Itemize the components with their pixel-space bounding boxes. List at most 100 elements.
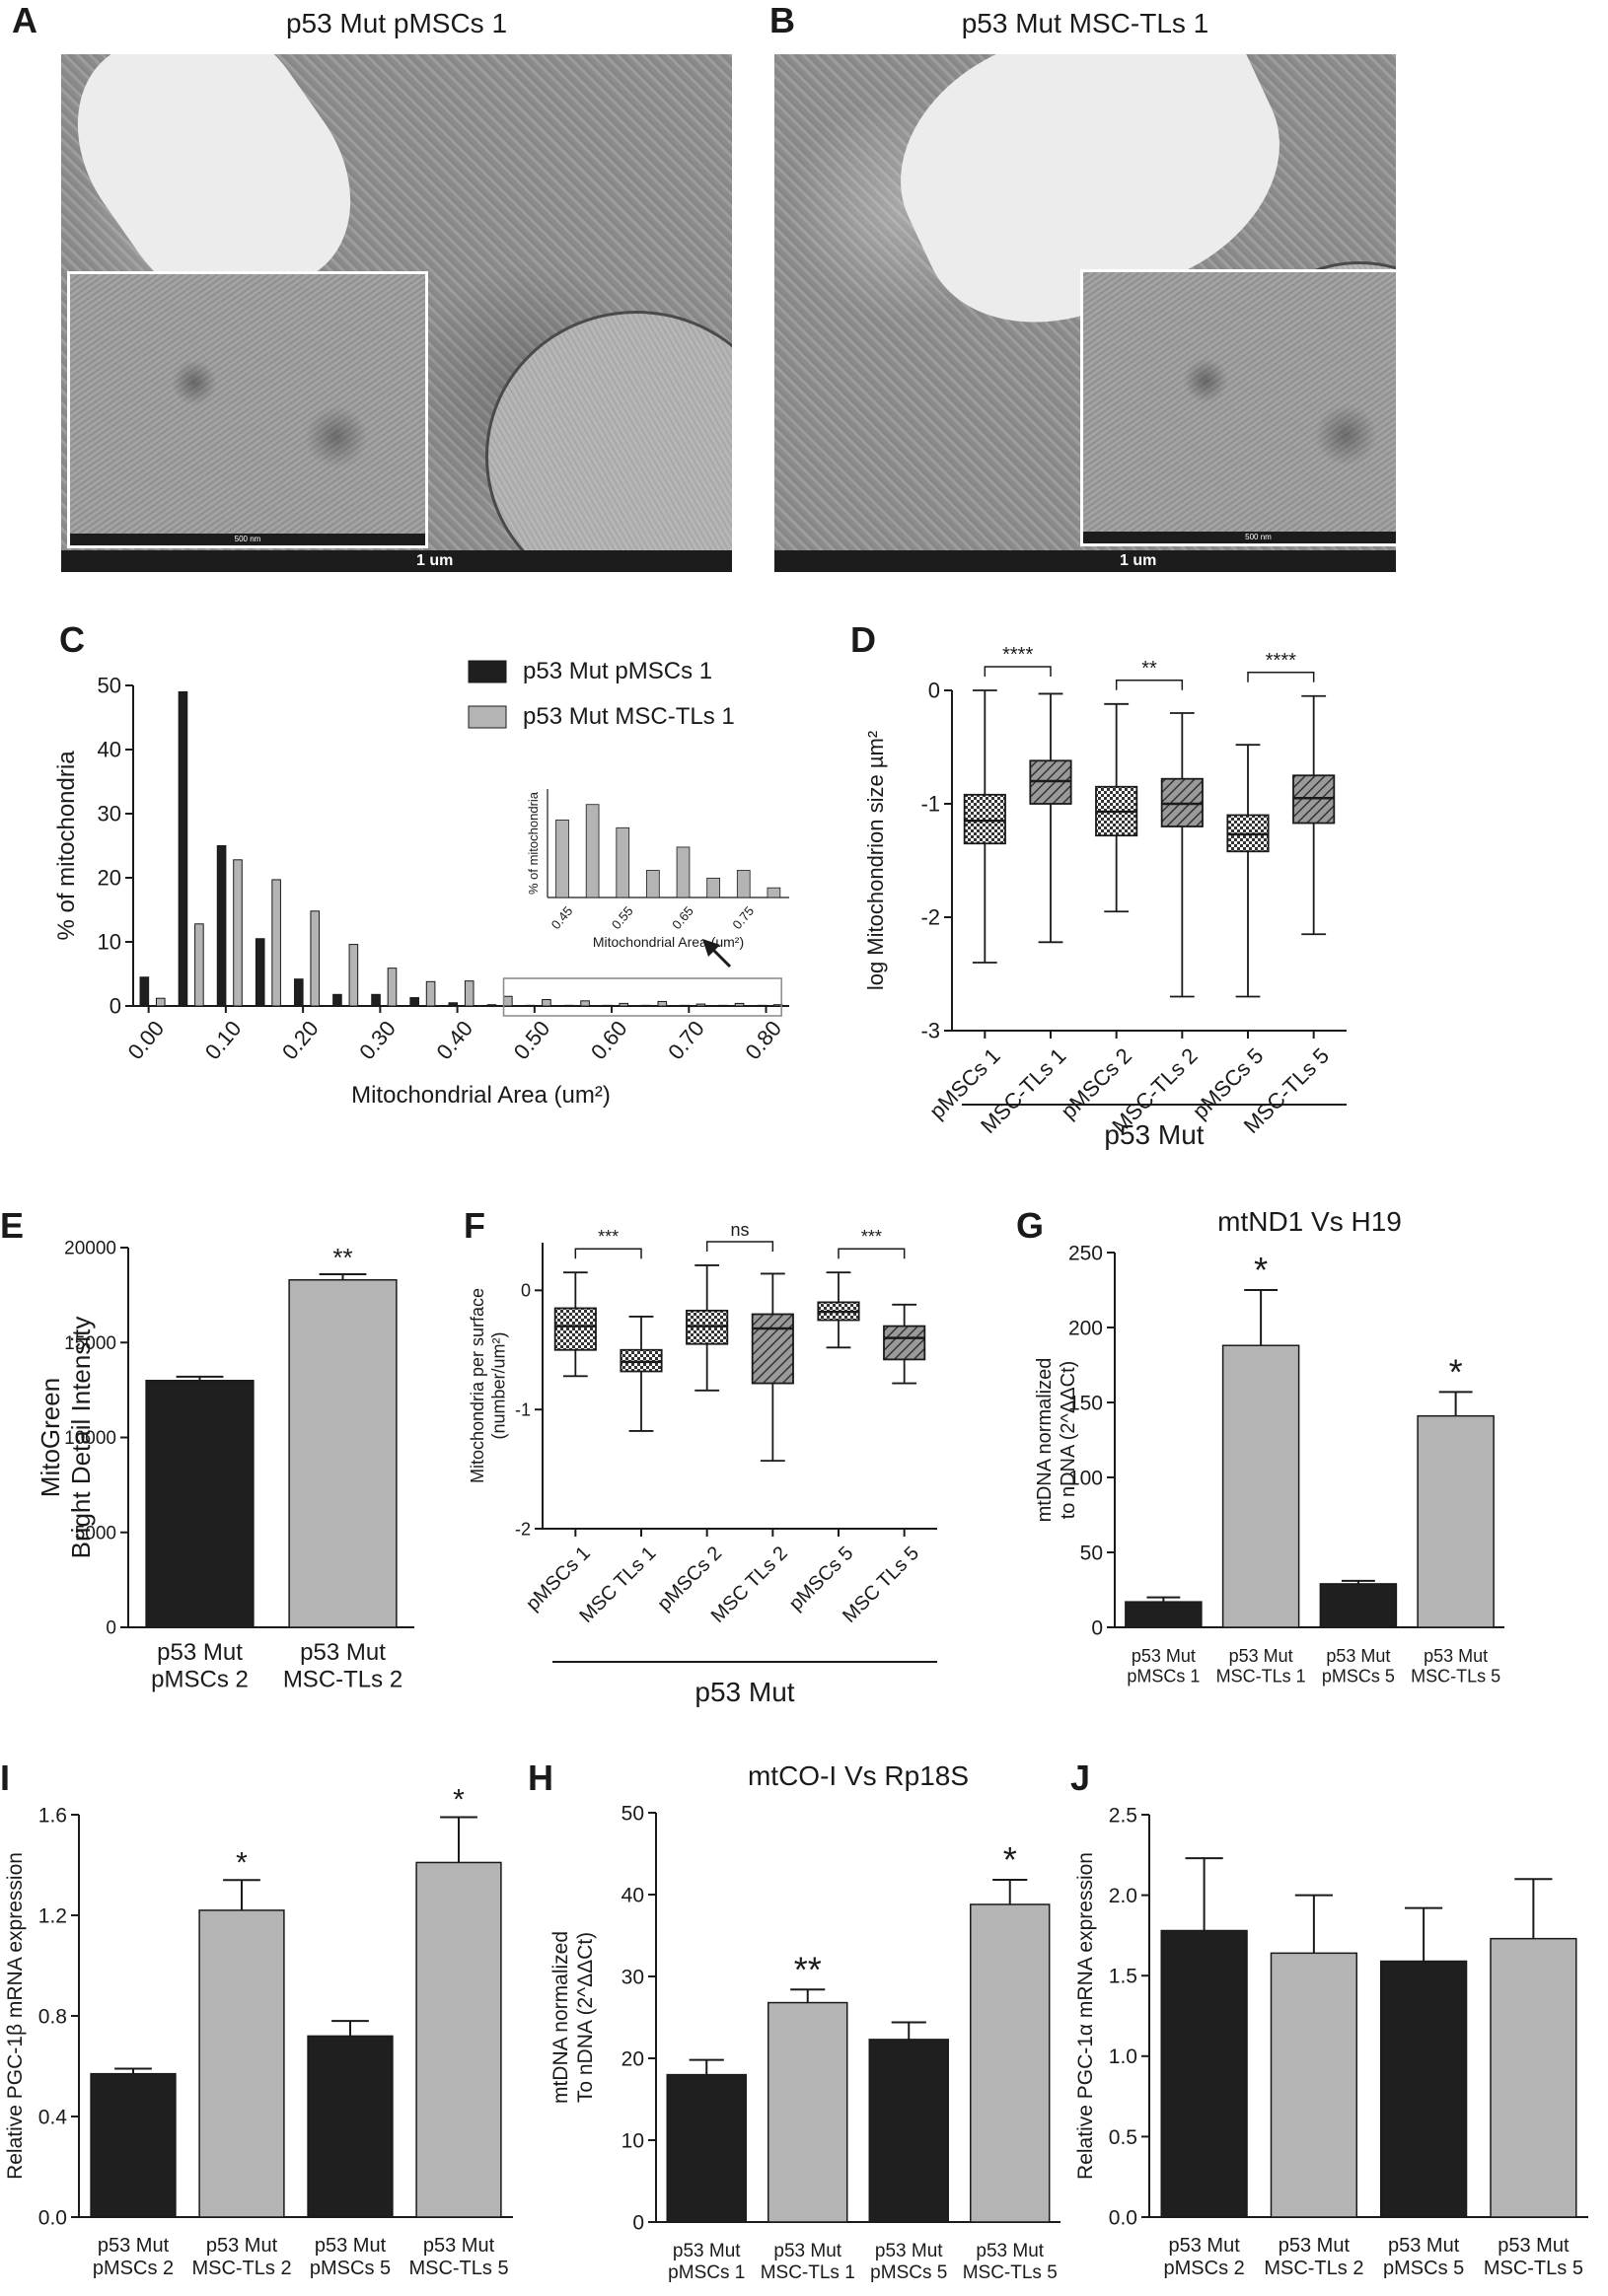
x-category-label: p53 Mut MSC-TLs 5 <box>1411 1646 1500 1686</box>
x-category-label: p53 Mut pMSCs 5 <box>1383 2235 1464 2279</box>
x-category-label: p53 Mut MSC-TLs 1 <box>761 2241 855 2283</box>
micrograph-b-scale-label: 1 um <box>1120 552 1157 569</box>
panel-label-h: H <box>528 1758 553 1798</box>
histogram-bar <box>294 978 304 1007</box>
y-tick-label: 20 <box>621 2047 644 2070</box>
y-tick-label: -3 <box>920 1019 940 1043</box>
histogram-bar <box>680 1004 690 1007</box>
y-axis-label-line: to nDNA (2^ΔΔCt) <box>1058 1361 1079 1520</box>
y-tick-label: 0 <box>521 1281 531 1301</box>
y-tick-label: 0 <box>632 2211 644 2234</box>
bar <box>1221 1344 1300 1628</box>
y-tick-label: 0.0 <box>38 2206 67 2229</box>
significance-bracket <box>705 1241 774 1252</box>
y-tick-label: 50 <box>621 1802 644 1825</box>
x-category-label-line: pMSCs 5 <box>1322 1667 1395 1686</box>
inset-y-axis-label: % of mitochondria <box>526 791 541 895</box>
micrograph-a-title: p53 Mut pMSCs 1 <box>285 8 508 38</box>
y-tick-label: 30 <box>98 802 121 826</box>
significance-mark: * <box>1254 1250 1268 1290</box>
bar <box>666 2073 747 2223</box>
x-tick-label: 0.30 <box>354 1016 401 1064</box>
significance-bracket <box>574 1248 642 1259</box>
y-tick-label: -1 <box>920 792 940 817</box>
y-axis-label-line: Mitochondria per surface <box>468 1288 487 1483</box>
histogram-bar <box>155 997 166 1007</box>
histogram-bar <box>178 691 188 1007</box>
panel-label-g: G <box>1016 1205 1045 1246</box>
y-tick-label: 1.2 <box>38 1904 67 1927</box>
x-tick-label: 0.10 <box>200 1016 247 1064</box>
micrograph-b-inset: 500 nm <box>1080 269 1396 546</box>
x-category-label: p53 Mut MSC-TLs 2 <box>1264 2235 1363 2279</box>
x-category-label: p53 Mut pMSCs 2 <box>1164 2235 1245 2279</box>
x-category-label: p53 Mut pMSCs 1 <box>668 2241 745 2283</box>
significance-mark: *** <box>598 1227 619 1247</box>
x-category-label-line: p53 Mut <box>773 2241 841 2261</box>
chart-h: mtCO-I Vs Rp18S 0 10 20 30 40 50 mtDNA normaliz… <box>549 1760 1060 2283</box>
x-category-label-line: MSC-TLs 2 <box>283 1667 402 1693</box>
arrow-line <box>710 947 732 969</box>
y-tick-label: 30 <box>621 1966 644 1988</box>
y-tick-label: 0.5 <box>1109 2126 1137 2149</box>
legend-swatch <box>468 705 507 729</box>
histogram-bar <box>233 859 243 1007</box>
inset-x-tick-label: 0.45 <box>548 903 576 932</box>
x-category-label-line: p53 Mut <box>1326 1646 1390 1666</box>
micrograph-a-inset-scalebar: 500 nm <box>70 534 425 545</box>
x-category-label: p53 Mut MSC-TLs 5 <box>963 2241 1058 2283</box>
x-tick-label: 0.40 <box>431 1016 477 1064</box>
significance-mark: ** <box>1141 658 1157 680</box>
panel-label-b: B <box>769 0 795 40</box>
x-category-label-line: MSC-TLs 1 <box>1216 1667 1306 1686</box>
bar <box>145 1380 255 1628</box>
y-tick-label: -1 <box>515 1399 531 1419</box>
histogram-bar <box>657 1000 668 1007</box>
inset-bar <box>767 887 781 898</box>
x-category-label: p53 Mut pMSCs 5 <box>1322 1646 1395 1686</box>
group-label: p53 Mut <box>1104 1119 1204 1150</box>
x-category-label-line: MSC-TLs 2 <box>191 2258 291 2279</box>
box <box>963 793 1006 845</box>
y-axis-label-line: log Mitochondrion size µm² <box>863 731 888 990</box>
bar <box>1270 1952 1358 2218</box>
x-category-label-line: p53 Mut <box>315 2235 387 2257</box>
y-tick-label: 15000 <box>64 1333 116 1354</box>
bar <box>970 1903 1051 2223</box>
histogram-bar <box>695 1003 706 1007</box>
y-axis-label: MitoGreenBright Detail Intensity <box>36 1317 96 1559</box>
box <box>553 1307 597 1351</box>
y-tick-label: 2.0 <box>1109 1885 1137 1907</box>
bar <box>1490 1937 1577 2218</box>
chart-j: 0.0 0.5 1.0 1.5 2.0 2.5 Relative PGC-1α mRNA e… <box>1074 1804 1588 2279</box>
y-axis-label-line: mtDNA normalized <box>1034 1358 1056 1523</box>
y-tick-label: 50 <box>1080 1542 1103 1564</box>
y-tick-label: 0.0 <box>1109 2206 1137 2229</box>
x-category-label-line: p53 Mut <box>1424 1646 1488 1666</box>
significance-bracket <box>838 1248 906 1259</box>
panel-label-c: C <box>59 619 85 660</box>
histogram-bar <box>503 995 513 1007</box>
histogram-bar <box>348 944 359 1007</box>
y-tick-label: 10 <box>621 2129 644 2152</box>
x-category-label-line: pMSCs 1 <box>668 2262 745 2283</box>
y-tick-label: 5000 <box>75 1523 116 1543</box>
x-category-label-line: pMSCs 5 <box>1383 2258 1464 2279</box>
x-category-label: p53 Mut pMSCs 2 <box>151 1639 249 1693</box>
panel-label-i: I <box>0 1758 11 1798</box>
histogram-bar <box>734 1002 745 1007</box>
histogram-bar <box>387 968 398 1007</box>
y-tick-label: 40 <box>98 738 121 762</box>
x-tick-label: 0.20 <box>277 1016 324 1064</box>
x-category-label: p53 Mut MSC-TLs 5 <box>408 2235 508 2279</box>
micrograph-b: 500 nm 1 um <box>774 54 1396 572</box>
histogram-bar <box>525 1004 536 1007</box>
histogram-bar <box>464 980 475 1007</box>
y-tick-label: 0 <box>106 1618 116 1639</box>
bar <box>868 2039 949 2223</box>
histogram-bar <box>271 879 281 1007</box>
y-tick-label: 10000 <box>64 1428 116 1449</box>
legend-label: p53 Mut MSC-TLs 1 <box>523 703 735 730</box>
chart-e: 0 5000 10000 15000 20000 MitoGreenBright Deta… <box>36 1239 414 1693</box>
